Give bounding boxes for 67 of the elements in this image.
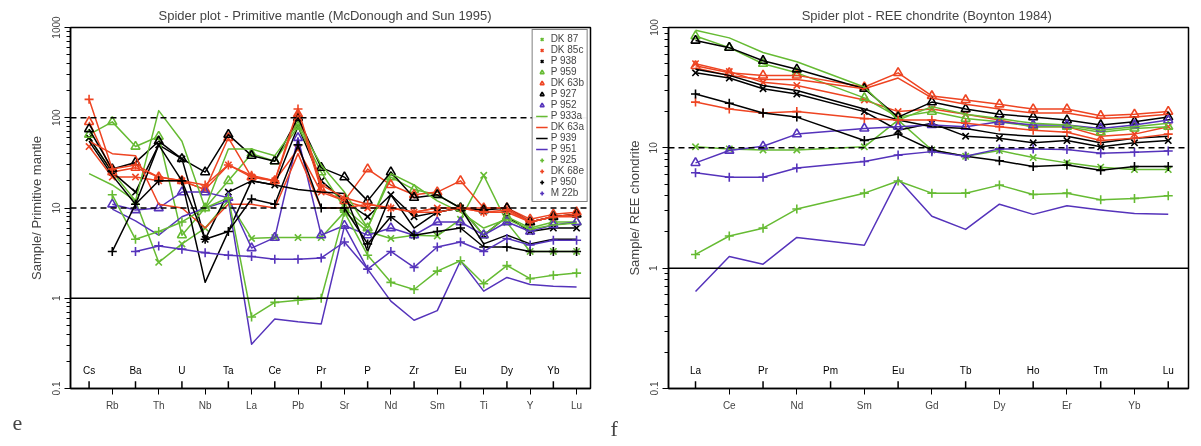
legend-label: P 925 (550, 154, 577, 165)
x-tick-label: Sm (429, 399, 445, 411)
x-tick-label: Pr (758, 364, 769, 376)
legend-label: DK 87 (550, 33, 579, 44)
text: e (12, 409, 23, 435)
x-tick-label: Nd (790, 399, 804, 411)
legend-label: P 950 (550, 176, 577, 187)
legend-label: P 939 (550, 132, 577, 143)
x-tick-label: Y (526, 399, 534, 411)
x-tick-label: Gd (925, 399, 939, 411)
x-tick-label: Tb (959, 364, 972, 376)
y-tick-label: 1 (50, 295, 62, 302)
x-tick-label: Pm (823, 364, 839, 376)
chart-title: Spider plot - Primitive mantle (McDonough and Sun 1995) (158, 7, 492, 23)
x-tick-label: Lu (1162, 364, 1174, 376)
y-tick-label: 1000 (50, 15, 62, 39)
x-tick-label: Ce (268, 364, 282, 376)
legend-label: P 938 (550, 55, 577, 66)
legend-label: P 959 (550, 66, 577, 77)
y-tick-label: 1 (648, 264, 660, 271)
y-tick-label: 100 (648, 18, 660, 36)
legend-label: P 951 (550, 143, 577, 154)
x-tick-label: Nb (198, 399, 212, 411)
x-tick-label: P (364, 364, 372, 376)
x-tick-label: Th (152, 399, 165, 411)
y-tick-label: 100 (50, 108, 62, 127)
y-tick-label: 10 (648, 141, 660, 154)
x-tick-label: Nd (384, 399, 398, 411)
legend-label: P 933a (550, 110, 583, 121)
x-tick-label: Er (1061, 399, 1073, 411)
legend-label: P 927 (550, 88, 577, 99)
x-tick-label: Eu (454, 364, 467, 376)
legend-label: DK 63a (550, 121, 584, 132)
x-tick-label: Eu (891, 364, 905, 376)
x-tick-label: Pr (316, 364, 327, 376)
x-tick-label: Ce (722, 399, 737, 411)
x-tick-label: La (689, 364, 702, 376)
y-tick-label: 0.1 (648, 381, 660, 396)
legend-label: DK 85c (550, 44, 584, 55)
y-tick-label: 0.1 (50, 381, 62, 396)
x-tick-label: Cs (82, 364, 96, 376)
x-tick-label: Ta (223, 364, 235, 376)
x-tick-label: U (178, 364, 186, 376)
x-tick-label: Sm (856, 399, 872, 411)
x-tick-label: Yb (547, 364, 560, 376)
legend-label: DK 63b (550, 77, 584, 88)
y-axis-title: Sample/ Primitive mantle (28, 136, 44, 280)
x-tick-label: Pb (291, 399, 305, 411)
x-tick-label: Dy (993, 399, 1006, 411)
legend-label: M 22b (550, 187, 579, 198)
y-tick-label: 10 (50, 202, 62, 214)
x-tick-label: Sr (339, 399, 351, 411)
text: f (610, 415, 619, 441)
y-axis-title: Sample/ REE chondrite (626, 140, 642, 276)
x-tick-label: Ba (129, 364, 143, 376)
x-tick-label: Dy (500, 364, 514, 376)
x-tick-label: Rb (105, 399, 120, 411)
x-tick-label: Ti (479, 399, 488, 411)
legend-label: P 952 (550, 99, 577, 110)
chart-title: Spider plot - REE chondrite (Boynton 1984) (801, 7, 1052, 23)
x-tick-label: Ho (1026, 364, 1041, 376)
x-tick-label: Lu (571, 399, 583, 411)
x-tick-label: Yb (1128, 399, 1142, 411)
legend-label: DK 68e (550, 165, 584, 176)
x-tick-label: Zr (409, 364, 420, 376)
x-tick-label: La (246, 399, 258, 411)
x-tick-label: Tm (1093, 364, 1108, 376)
